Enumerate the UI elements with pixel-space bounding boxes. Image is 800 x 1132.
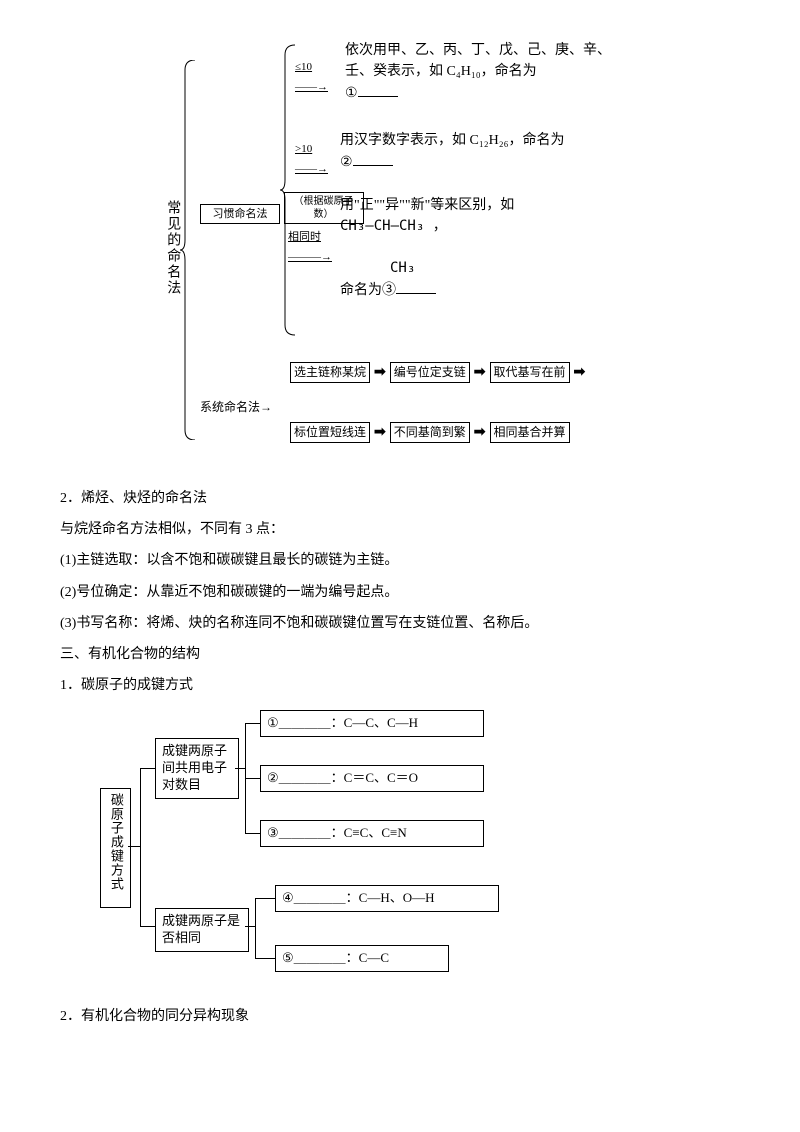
last-heading: 2．有机化合物的同分异构现象	[60, 1004, 740, 1029]
sec3-s1: 1．碳原子的成键方式	[60, 673, 740, 698]
flow-box: 标位置短线连	[290, 422, 370, 442]
sec3-heading: 三、有机化合物的结构	[60, 642, 740, 667]
flow-box: 相同基合并算	[490, 422, 570, 442]
sec2-p2: (1)主链选取：以含不饱和碳碳键且最长的碳链为主链。	[60, 548, 740, 573]
root-box: 碳原子成键方式	[100, 788, 131, 908]
naming-diagram: 常见的命名法 习惯命名法 （根据碳原子数） ≤10——→ >10——→ 相同时—…	[160, 40, 740, 480]
same-desc: 用"正""异""新"等来区别，如 CH₃—CH—CH₃ ， CH₃ 命名为③	[340, 195, 514, 301]
bonding-diagram: 碳原子成键方式 成键两原子间共用电子对数目 成键两原子是否相同 ①＿＿＿＿：C—…	[100, 708, 740, 998]
le10-desc: 依次用甲、乙、丙、丁、戊、己、庚、辛、 壬、癸表示，如 C₄H₁₀，命名为 ①	[345, 40, 611, 104]
sec2-p4: (3)书写名称：将烯、炔的名称连同不饱和碳碳键位置写在支链位置、名称后。	[60, 611, 740, 636]
sec2-heading: 2．烯烃、炔烃的命名法	[60, 486, 740, 511]
mid-box-1: 成键两原子间共用电子对数目	[155, 738, 239, 799]
flow-box: 不同基简到繁	[390, 422, 470, 442]
connector	[140, 926, 155, 927]
cond-le10: ≤10——→	[295, 58, 328, 98]
connector	[255, 958, 275, 959]
cond-same: 相同时———→	[288, 228, 332, 268]
connector	[245, 723, 260, 724]
connector	[140, 768, 155, 769]
common-naming-box: 习惯命名法	[200, 204, 280, 224]
arrow-icon: ➡	[474, 360, 486, 385]
flow-box: 取代基写在前	[490, 362, 570, 382]
connector	[255, 898, 256, 958]
sec2-p1: 与烷烃命名方法相似，不同有 3 点：	[60, 517, 740, 542]
flow-row-2: 标位置短线连 ➡ 不同基简到繁 ➡ 相同基合并算	[290, 420, 570, 445]
gt10-desc: 用汉字数字表示，如 C₁₂H₂₆，命名为 ②	[340, 130, 564, 173]
flow-row-1: 选主链称某烷 ➡ 编号位定支链 ➡ 取代基写在前 ➡	[290, 360, 585, 385]
bond-type-5: ⑤＿＿＿＿：C—C	[275, 945, 449, 972]
connector	[245, 926, 255, 927]
arrow-icon: ➡	[374, 420, 386, 445]
cond-gt10: >10——→	[295, 140, 328, 180]
connector	[255, 898, 275, 899]
arrow-icon: ➡	[374, 360, 386, 385]
bond-type-4: ④＿＿＿＿：C—H、O—H	[275, 885, 499, 912]
connector	[140, 768, 141, 926]
bond-type-2: ②＿＿＿＿：C＝C、C＝O	[260, 765, 484, 792]
connector	[245, 778, 260, 779]
mid-box-2: 成键两原子是否相同	[155, 908, 249, 952]
flow-box: 选主链称某烷	[290, 362, 370, 382]
systematic-naming: 系统命名法→	[200, 398, 272, 416]
bond-type-3: ③＿＿＿＿：C≡C、C≡N	[260, 820, 484, 847]
bond-type-1: ①＿＿＿＿：C—C、C—H	[260, 710, 484, 737]
arrow-icon: ➡	[474, 420, 486, 445]
arrow-icon: ➡	[574, 360, 586, 385]
big-brace	[180, 60, 200, 440]
flow-box: 编号位定支链	[390, 362, 470, 382]
sec2-p3: (2)号位确定：从靠近不饱和碳碳键的一端为编号起点。	[60, 580, 740, 605]
connector	[235, 768, 245, 769]
connector	[128, 846, 140, 847]
connector	[245, 833, 260, 834]
